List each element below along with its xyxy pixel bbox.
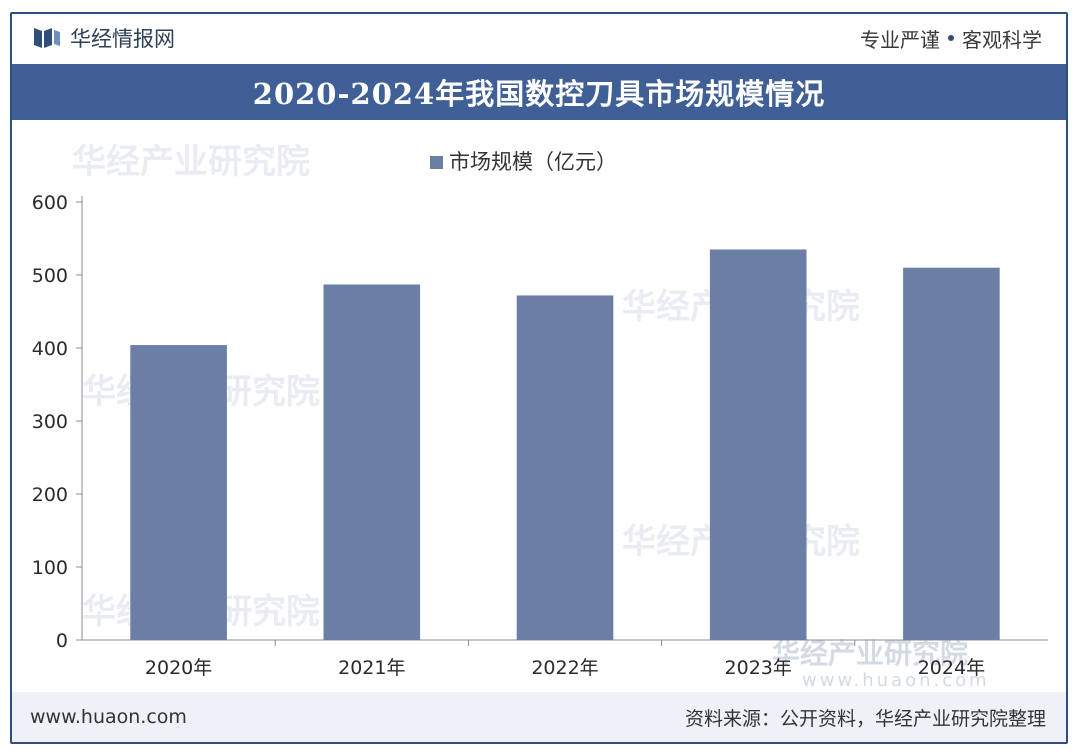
brand-name: 华经情报网 xyxy=(70,27,175,51)
y-tick-label: 400 xyxy=(32,338,68,360)
bar xyxy=(323,284,421,640)
y-tick-label: 600 xyxy=(32,192,68,214)
x-tick-label: 2020年 xyxy=(145,657,212,679)
x-tick-label: 2024年 xyxy=(918,657,985,679)
y-tick-label: 300 xyxy=(32,411,68,433)
y-tick-label: 500 xyxy=(32,265,68,287)
header: 华经情报网 专业严谨 客观科学 xyxy=(12,14,1066,62)
y-tick-label: 0 xyxy=(56,630,68,652)
x-tick-label: 2021年 xyxy=(338,657,405,679)
x-tick-label: 2022年 xyxy=(531,657,598,679)
slogan: 专业严谨 客观科学 xyxy=(860,24,1042,53)
y-tick-label: 200 xyxy=(32,484,68,506)
bar xyxy=(516,295,614,640)
slogan-dot-icon xyxy=(948,35,954,41)
bar xyxy=(903,267,1000,640)
chart-title: 2020-2024年我国数控刀具市场规模情况 xyxy=(252,77,826,111)
legend-swatch xyxy=(430,156,443,169)
bar-chart: 市场规模（亿元） 0 100 200 300 400 500 600 2020年 2021年 202… xyxy=(32,150,1048,679)
report-frame: 华经情报网 专业严谨 客观科学 2020-2024年我国数控刀具市场规模情况 华… xyxy=(10,12,1068,744)
bar xyxy=(709,249,807,640)
y-tick-label: 100 xyxy=(32,557,68,579)
footer-source: 资料来源：公开资料，华经产业研究院整理 xyxy=(684,707,1046,730)
bar xyxy=(130,345,227,640)
footer-website: www.huaon.com xyxy=(30,706,187,728)
slogan-left: 专业严谨 xyxy=(860,27,940,52)
brand-logo-icon xyxy=(34,28,60,48)
footer: www.huaon.com 资料来源：公开资料，华经产业研究院整理 xyxy=(12,692,1066,742)
brand: 华经情报网 xyxy=(34,23,175,53)
x-tick-label: 2023年 xyxy=(725,657,792,679)
legend-label: 市场规模（亿元） xyxy=(449,150,617,174)
slogan-right: 客观科学 xyxy=(962,27,1042,52)
chart-title-bar: 2020-2024年我国数控刀具市场规模情况 xyxy=(12,64,1066,120)
